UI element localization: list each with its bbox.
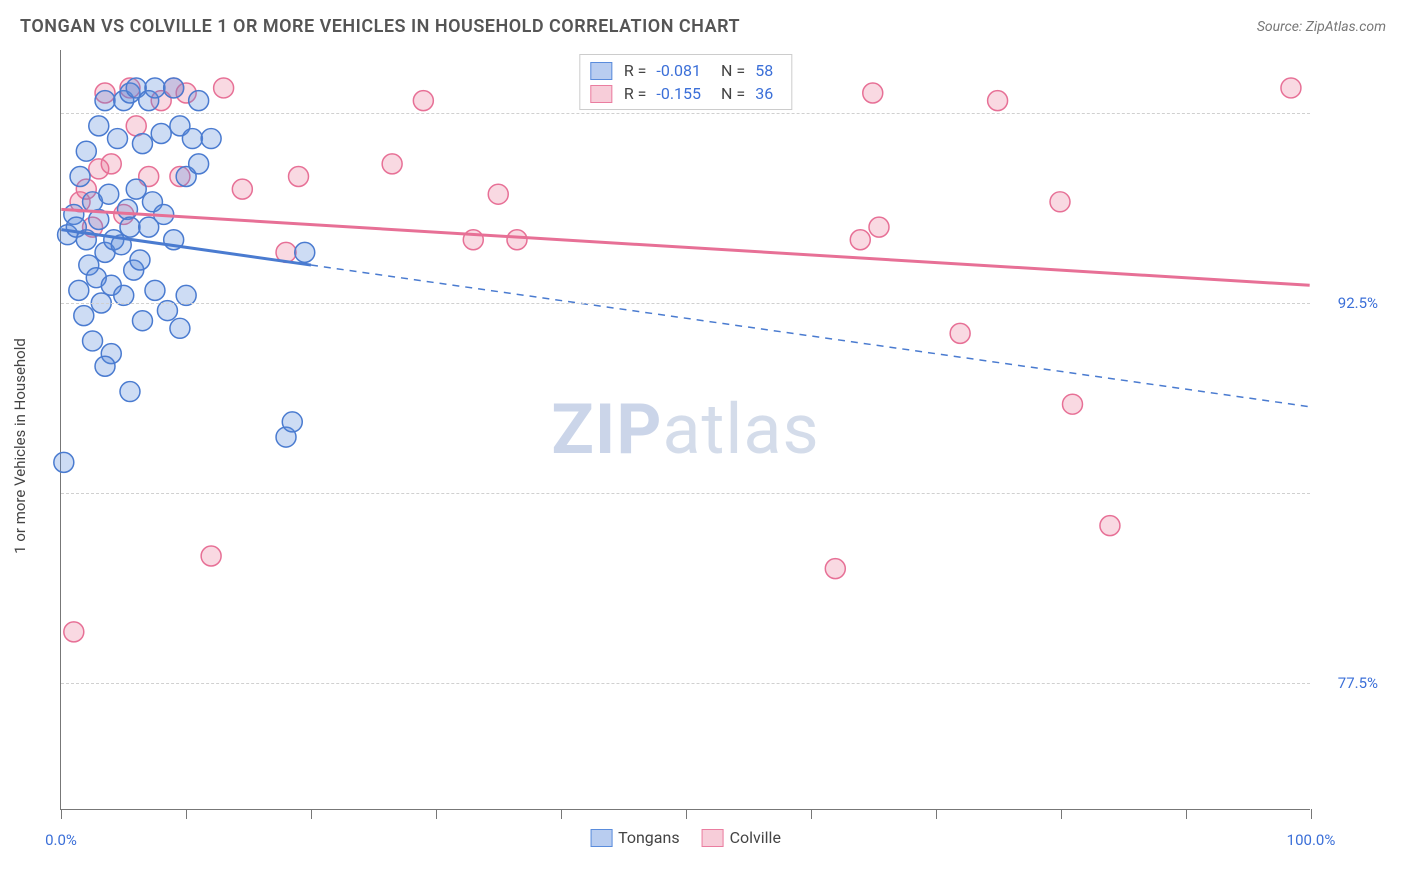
scatter-point [108, 129, 128, 149]
legend-label-colville: Colville [730, 828, 781, 847]
scatter-point [89, 116, 109, 136]
scatter-point [54, 452, 74, 472]
x-tick [561, 809, 562, 819]
scatter-point [126, 116, 146, 136]
r-value-colville: -0.155 [656, 84, 701, 103]
x-tick [436, 809, 437, 819]
scatter-point [488, 184, 508, 204]
n-value-colville: 36 [755, 84, 773, 103]
scatter-point [130, 250, 150, 270]
gridline [61, 303, 1310, 304]
scatter-point [120, 217, 140, 237]
y-axis-label: 1 or more Vehicles in Household [11, 338, 29, 554]
scatter-point [145, 280, 165, 300]
x-tick [1186, 809, 1187, 819]
scatter-point [825, 559, 845, 579]
scatter-point [232, 179, 252, 199]
swatch-tongans [590, 62, 612, 80]
y-tick-label: 92.5% [1338, 294, 1378, 312]
x-tick-label: 100.0% [1287, 831, 1336, 849]
scatter-point [70, 167, 90, 187]
scatter-point [117, 199, 137, 219]
scatter-point [189, 154, 209, 174]
y-tick-label: 77.5% [1338, 674, 1378, 692]
scatter-point [289, 167, 309, 187]
scatter-point [132, 134, 152, 154]
r-label: R = [624, 84, 647, 103]
scatter-point [201, 129, 221, 149]
regression-line [61, 209, 1309, 285]
x-tick [686, 809, 687, 819]
scatter-point [1281, 78, 1301, 98]
scatter-point [170, 318, 190, 338]
x-tick-label: 0.0% [45, 831, 77, 849]
gridline [61, 493, 1310, 494]
scatter-point [182, 129, 202, 149]
n-label: N = [721, 84, 745, 103]
scatter-point [850, 230, 870, 250]
scatter-point [382, 154, 402, 174]
scatter-point [69, 280, 89, 300]
legend-row-colville: R = -0.155 N = 36 [590, 82, 781, 105]
x-tick [186, 809, 187, 819]
scatter-point [1100, 516, 1120, 536]
scatter-point [74, 306, 94, 326]
chart-container: TONGAN VS COLVILLE 1 OR MORE VEHICLES IN… [0, 0, 1406, 892]
legend-item-colville: Colville [702, 828, 781, 847]
scatter-point [214, 78, 234, 98]
scatter-point [95, 356, 115, 376]
scatter-point [76, 141, 96, 161]
x-tick [1311, 809, 1312, 819]
r-label: R = [624, 61, 647, 80]
legend-item-tongans: Tongans [590, 828, 680, 847]
legend-row-tongans: R = -0.081 N = 58 [590, 59, 781, 82]
scatter-point [101, 154, 121, 174]
x-tick [61, 809, 62, 819]
scatter-point [64, 622, 84, 642]
scatter-point [507, 230, 527, 250]
scatter-point [282, 412, 302, 432]
swatch-tongans [590, 829, 612, 847]
scatter-point [151, 124, 171, 144]
x-tick [311, 809, 312, 819]
scatter-point [132, 311, 152, 331]
x-tick [936, 809, 937, 819]
title-bar: TONGAN VS COLVILLE 1 OR MORE VEHICLES IN… [20, 16, 1386, 37]
chart-svg [61, 50, 1310, 809]
source-label: Source: ZipAtlas.com [1257, 19, 1386, 35]
scatter-point [1063, 394, 1083, 414]
x-tick [811, 809, 812, 819]
regression-line-extrapolated [311, 265, 1310, 407]
scatter-point [988, 91, 1008, 111]
scatter-point [126, 179, 146, 199]
scatter-point [189, 91, 209, 111]
r-value-tongans: -0.081 [656, 61, 701, 80]
swatch-colville [702, 829, 724, 847]
scatter-point [869, 217, 889, 237]
scatter-point [201, 546, 221, 566]
scatter-point [1050, 192, 1070, 212]
gridline [61, 113, 1310, 114]
scatter-point [295, 242, 315, 262]
scatter-point [83, 331, 103, 351]
scatter-point [950, 323, 970, 343]
gridline [61, 683, 1310, 684]
swatch-colville [590, 85, 612, 103]
n-label: N = [721, 61, 745, 80]
scatter-point [164, 78, 184, 98]
scatter-point [863, 83, 883, 103]
legend-label-tongans: Tongans [618, 828, 680, 847]
n-value-tongans: 58 [755, 61, 773, 80]
scatter-point [95, 91, 115, 111]
legend-series: Tongans Colville [590, 828, 781, 847]
legend-correlation: R = -0.081 N = 58 R = -0.155 N = 36 [579, 54, 792, 110]
scatter-point [99, 184, 119, 204]
plot-area: ZIPatlas R = -0.081 N = 58 R = -0.155 N … [60, 50, 1310, 810]
x-tick [1061, 809, 1062, 819]
scatter-point [120, 382, 140, 402]
scatter-point [145, 78, 165, 98]
chart-title: TONGAN VS COLVILLE 1 OR MORE VEHICLES IN… [20, 16, 740, 37]
scatter-point [413, 91, 433, 111]
